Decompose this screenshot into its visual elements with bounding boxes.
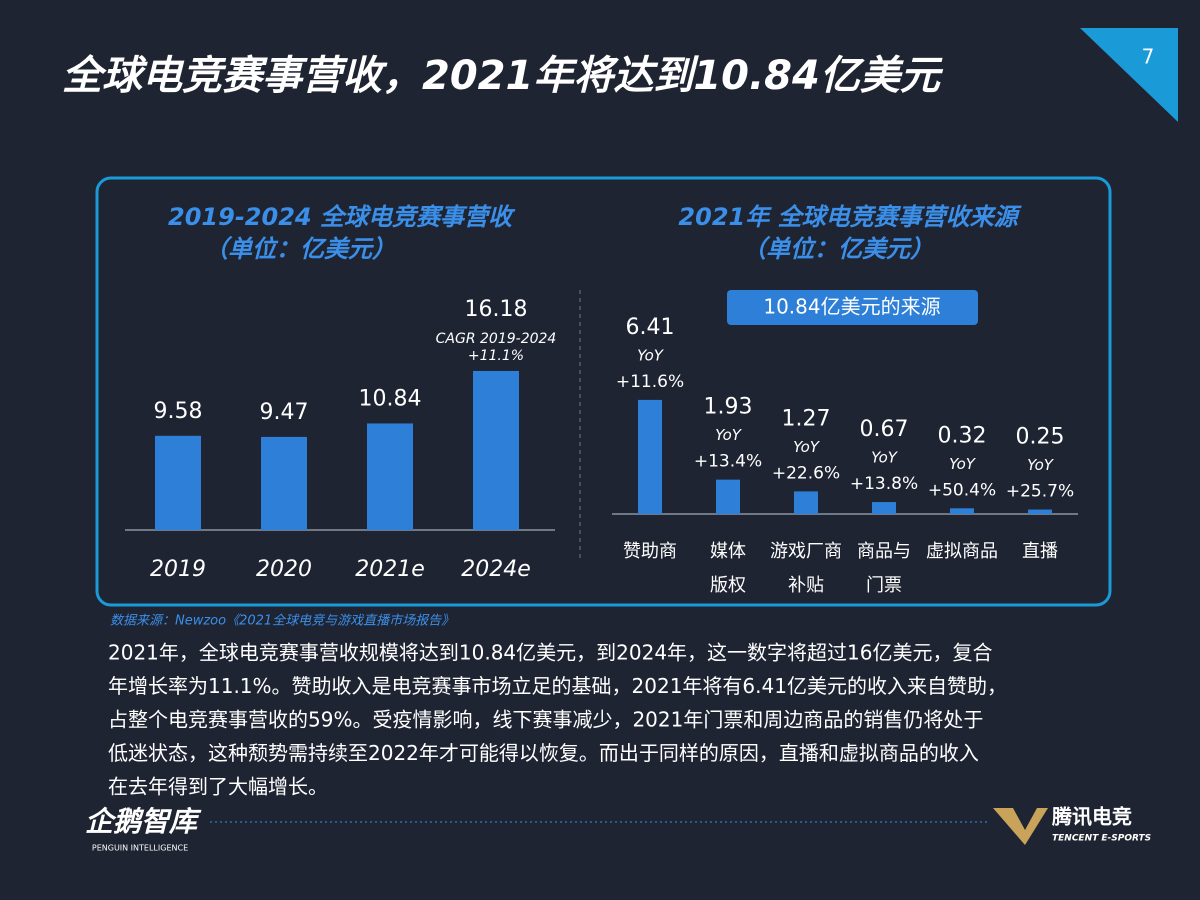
x-tick-label: 商品与 [857, 541, 911, 562]
body-line: 低迷状态，这种颓势需持续至2022年才可能得以恢复。而出于同样的原因，直播和虚拟… [108, 741, 979, 765]
yoy-label: YoY [1027, 456, 1055, 474]
bar [716, 479, 740, 514]
yoy-value: +13.4% [694, 452, 762, 472]
page-number: 7 [1142, 45, 1155, 69]
chart-title: 2021年 全球电竞赛事营收来源 [678, 203, 1022, 231]
body-line: 2021年，全球电竞赛事营收规模将达到10.84亿美元，到2024年，这一数字将… [108, 641, 993, 665]
badge [727, 290, 978, 325]
slide-title: 全球电竞赛事营收，2021年将达到10.84亿美元 [62, 53, 944, 99]
bar [473, 370, 519, 530]
value-label: 0.25 [1016, 425, 1065, 450]
value-label: 9.47 [260, 400, 309, 425]
x-tick-label: 游戏厂商 [770, 541, 842, 562]
bar [1028, 509, 1052, 514]
yoy-value: +50.4% [928, 480, 996, 500]
x-tick-label: 版权 [710, 575, 746, 596]
x-tick-label: 2019 [150, 557, 206, 582]
yoy-value: +22.6% [772, 463, 840, 483]
x-tick-label: 媒体 [710, 541, 746, 562]
value-label: 10.84 [359, 386, 422, 411]
chart-subtitle: （单位：亿美元） [204, 235, 396, 263]
annotation: CAGR 2019-2024 [436, 331, 557, 347]
bar [155, 435, 201, 530]
bar [638, 399, 662, 514]
body-line: 在去年得到了大幅增长。 [108, 775, 328, 799]
bar [950, 508, 974, 514]
yoy-label: YoY [793, 438, 821, 456]
x-tick-label: 2020 [256, 557, 312, 582]
value-label: 9.58 [154, 399, 203, 424]
logo-right-tagline: TENCENT E-SPORTS [1052, 834, 1151, 844]
value-label: 1.27 [782, 406, 831, 431]
bar [261, 436, 307, 530]
source: 数据来源：Newzoo《2021全球电竞与游戏直播市场报告》 [110, 613, 454, 629]
x-tick-label: 赞助商 [623, 541, 677, 562]
value-label: 0.67 [860, 417, 909, 442]
yoy-label: YoY [871, 449, 899, 467]
yoy-label: YoY [715, 426, 743, 444]
bar [872, 502, 896, 514]
yoy-value: +13.8% [850, 474, 918, 494]
bar [794, 491, 818, 514]
logo-left: 企鹅智库 [85, 805, 202, 838]
x-tick-label: 2021e [355, 557, 425, 582]
body-line: 年增长率为11.1%。赞助收入是电竞赛事市场立足的基础，2021年将有6.41亿… [108, 674, 1007, 698]
x-tick-label: 虚拟商品 [926, 541, 998, 562]
chart-frame [95, 176, 1112, 607]
value-label: 6.41 [626, 315, 675, 340]
yoy-label: YoY [949, 455, 977, 473]
x-tick-label: 补贴 [788, 575, 824, 596]
yoy-value: +11.6% [616, 372, 684, 392]
chart-subtitle: （单位：亿美元） [742, 235, 934, 263]
chart-title: 2019-2024 全球电竞赛事营收 [168, 203, 516, 231]
x-tick-label: 2024e [461, 557, 531, 582]
x-tick-label: 门票 [866, 575, 902, 596]
x-tick-label: 直播 [1022, 541, 1058, 562]
page-corner [1080, 28, 1178, 122]
logo-right: 腾讯电竞 [1052, 805, 1132, 829]
value-label: 0.32 [938, 423, 987, 448]
bar [367, 423, 413, 530]
logo-left-tagline: PENGUIN INTELLIGENCE [92, 844, 188, 853]
value-label: 1.93 [704, 395, 753, 420]
annotation: +11.1% [468, 348, 524, 364]
yoy-label: YoY [637, 346, 665, 364]
value-label: 16.18 [465, 297, 528, 322]
logo-right-mark [993, 808, 1048, 845]
badge-text: 10.84亿美元的来源 [763, 295, 940, 319]
body-line: 占整个电竞赛事营收的59%。受疫情影响，线下赛事减少，2021年门票和周边商品的… [108, 708, 983, 732]
yoy-value: +25.7% [1006, 482, 1074, 502]
